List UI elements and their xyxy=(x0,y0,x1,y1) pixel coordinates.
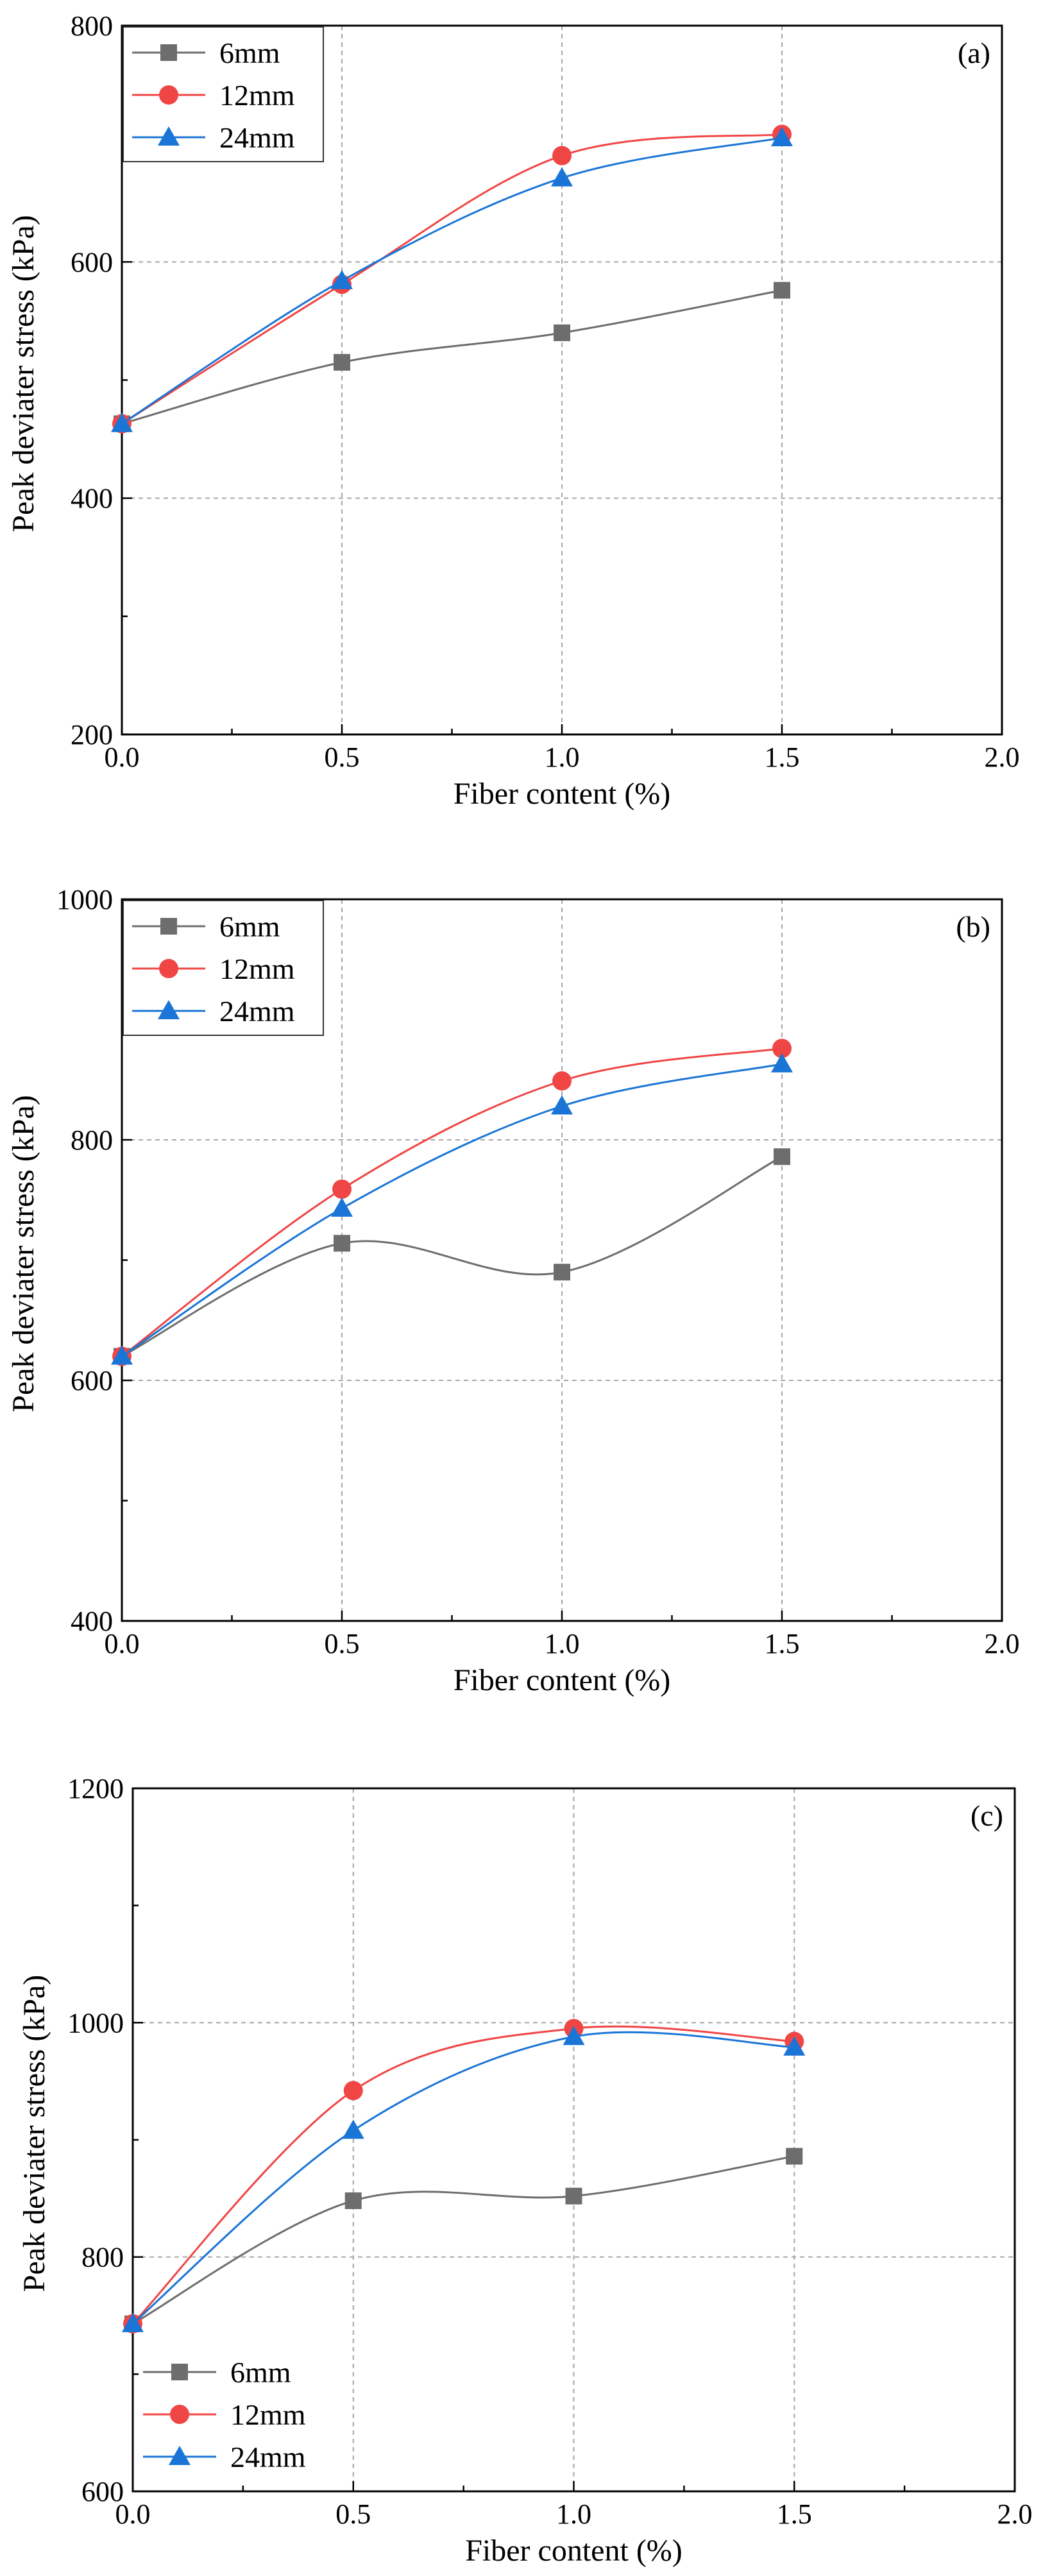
series-line-12mm xyxy=(121,133,783,425)
y-tick-label: 600 xyxy=(71,1365,113,1396)
x-tick-label: 1.0 xyxy=(545,741,580,773)
legend-label: 12mm xyxy=(219,953,295,985)
x-tick-label: 1.0 xyxy=(556,2498,591,2530)
data-point-12mm xyxy=(343,2081,363,2101)
data-point-24mm xyxy=(331,269,353,289)
legend-marker-12mm xyxy=(159,85,178,105)
data-point-6mm xyxy=(774,282,790,299)
data-point-6mm xyxy=(334,353,350,371)
legend-marker-12mm xyxy=(159,959,178,978)
series-line-24mm xyxy=(132,2031,795,2325)
series-line-24mm xyxy=(121,1063,783,1357)
data-point-24mm xyxy=(563,2026,585,2046)
data-point-24mm xyxy=(783,2036,806,2056)
series-line-12mm xyxy=(121,1047,783,1357)
x-tick-label: 0.5 xyxy=(335,2498,371,2530)
chart-panel-3: 0.0 0.5 1.0 1.5 2.0 600 800 1000 1200 Fiber conte… xyxy=(17,1773,1033,2568)
x-tick-label: 0.0 xyxy=(105,741,140,773)
x-tick-label: 2.0 xyxy=(985,741,1020,773)
legend-label: 24mm xyxy=(219,121,295,154)
x-tick-label: 0.0 xyxy=(105,1628,140,1659)
legend: 6mm 12mm 24mm xyxy=(143,2356,306,2473)
y-tick-label: 600 xyxy=(71,246,113,278)
legend-marker-24mm xyxy=(158,126,180,146)
x-tick-label: 0.0 xyxy=(115,2498,151,2530)
series-line-12mm xyxy=(131,2025,795,2325)
data-point-6mm xyxy=(554,1264,570,1281)
legend-label: 12mm xyxy=(230,2398,306,2431)
legend-marker-6mm xyxy=(171,2364,188,2380)
x-tick-label: 1.5 xyxy=(765,741,800,773)
x-axis-label: Fiber content (%) xyxy=(465,2534,683,2568)
series-line-6mm xyxy=(121,289,783,425)
data-point-6mm xyxy=(334,1235,350,1252)
y-tick-label: 400 xyxy=(71,1606,113,1637)
data-point-6mm xyxy=(344,2192,362,2209)
x-tick-label: 0.5 xyxy=(325,1628,360,1659)
data-point-6mm xyxy=(786,2148,803,2165)
x-tick-label: 2.0 xyxy=(985,1628,1020,1659)
x-tick-label: 1.0 xyxy=(545,1628,580,1659)
legend-label: 12mm xyxy=(219,79,295,112)
data-point-24mm xyxy=(331,1197,353,1217)
legend-label: 24mm xyxy=(219,995,295,1028)
panel-label: (c) xyxy=(971,1799,1003,1832)
data-point-24mm xyxy=(122,2312,144,2332)
data-point-24mm xyxy=(111,1345,133,1365)
y-tick-label: 600 xyxy=(81,2476,124,2507)
data-point-24mm xyxy=(111,412,133,432)
y-tick-label: 1200 xyxy=(67,1773,124,1804)
panel-label: (a) xyxy=(958,37,990,69)
legend-label: 6mm xyxy=(219,37,280,69)
x-axis-label: Fiber content (%) xyxy=(454,1663,671,1697)
series-line-6mm xyxy=(132,2155,795,2325)
y-tick-label: 800 xyxy=(71,10,113,42)
y-tick-label: 800 xyxy=(71,1124,113,1156)
legend-marker-12mm xyxy=(170,2405,189,2424)
y-tick-label: 1000 xyxy=(56,884,113,915)
panel-label: (b) xyxy=(956,910,990,943)
chart-panel-1: 0.0 0.5 1.0 1.5 2.0 200 400 600 800 Fiber content… xyxy=(6,10,1020,811)
x-tick-label: 1.5 xyxy=(777,2498,812,2530)
legend-marker-24mm xyxy=(158,1000,180,1019)
y-tick-label: 200 xyxy=(71,719,113,750)
y-axis-label: Peak deviater stress (kPa) xyxy=(17,1975,51,2292)
data-point-12mm xyxy=(772,1038,792,1058)
y-tick-label: 1000 xyxy=(67,2007,124,2038)
y-tick-label: 400 xyxy=(71,483,113,514)
data-point-6mm xyxy=(774,1148,790,1165)
series-line-24mm xyxy=(121,137,783,425)
data-point-24mm xyxy=(551,167,573,187)
y-tick-label: 800 xyxy=(81,2242,124,2273)
data-point-24mm xyxy=(771,126,793,146)
x-tick-label: 1.5 xyxy=(765,1628,800,1659)
x-tick-label: 0.5 xyxy=(325,741,360,773)
legend-label: 24mm xyxy=(230,2441,306,2473)
series-line-6mm xyxy=(121,1155,783,1357)
data-point-24mm xyxy=(771,1053,793,1072)
chart-panel-2: 0.0 0.5 1.0 1.5 2.0 400 600 800 1000 Fiber conten… xyxy=(6,884,1020,1697)
y-axis-label: Peak deviater stress (kPa) xyxy=(6,1095,40,1412)
data-point-24mm xyxy=(551,1095,573,1115)
legend: 6mm 12mm 24mm xyxy=(123,26,324,162)
legend-label: 6mm xyxy=(230,2356,291,2389)
x-axis-label: Fiber content (%) xyxy=(454,777,671,811)
legend-marker-6mm xyxy=(160,44,177,61)
legend-marker-6mm xyxy=(160,918,177,935)
data-point-6mm xyxy=(554,324,570,341)
legend-marker-24mm xyxy=(169,2446,191,2465)
data-point-12mm xyxy=(332,1179,352,1199)
y-axis-label: Peak deviater stress (kPa) xyxy=(6,215,40,532)
legend: 6mm 12mm 24mm xyxy=(123,900,324,1036)
data-point-6mm xyxy=(565,2187,582,2205)
x-tick-label: 2.0 xyxy=(997,2498,1033,2530)
data-point-12mm xyxy=(552,146,572,165)
data-point-12mm xyxy=(552,1071,572,1091)
legend-label: 6mm xyxy=(219,910,280,943)
data-point-24mm xyxy=(342,2119,364,2139)
